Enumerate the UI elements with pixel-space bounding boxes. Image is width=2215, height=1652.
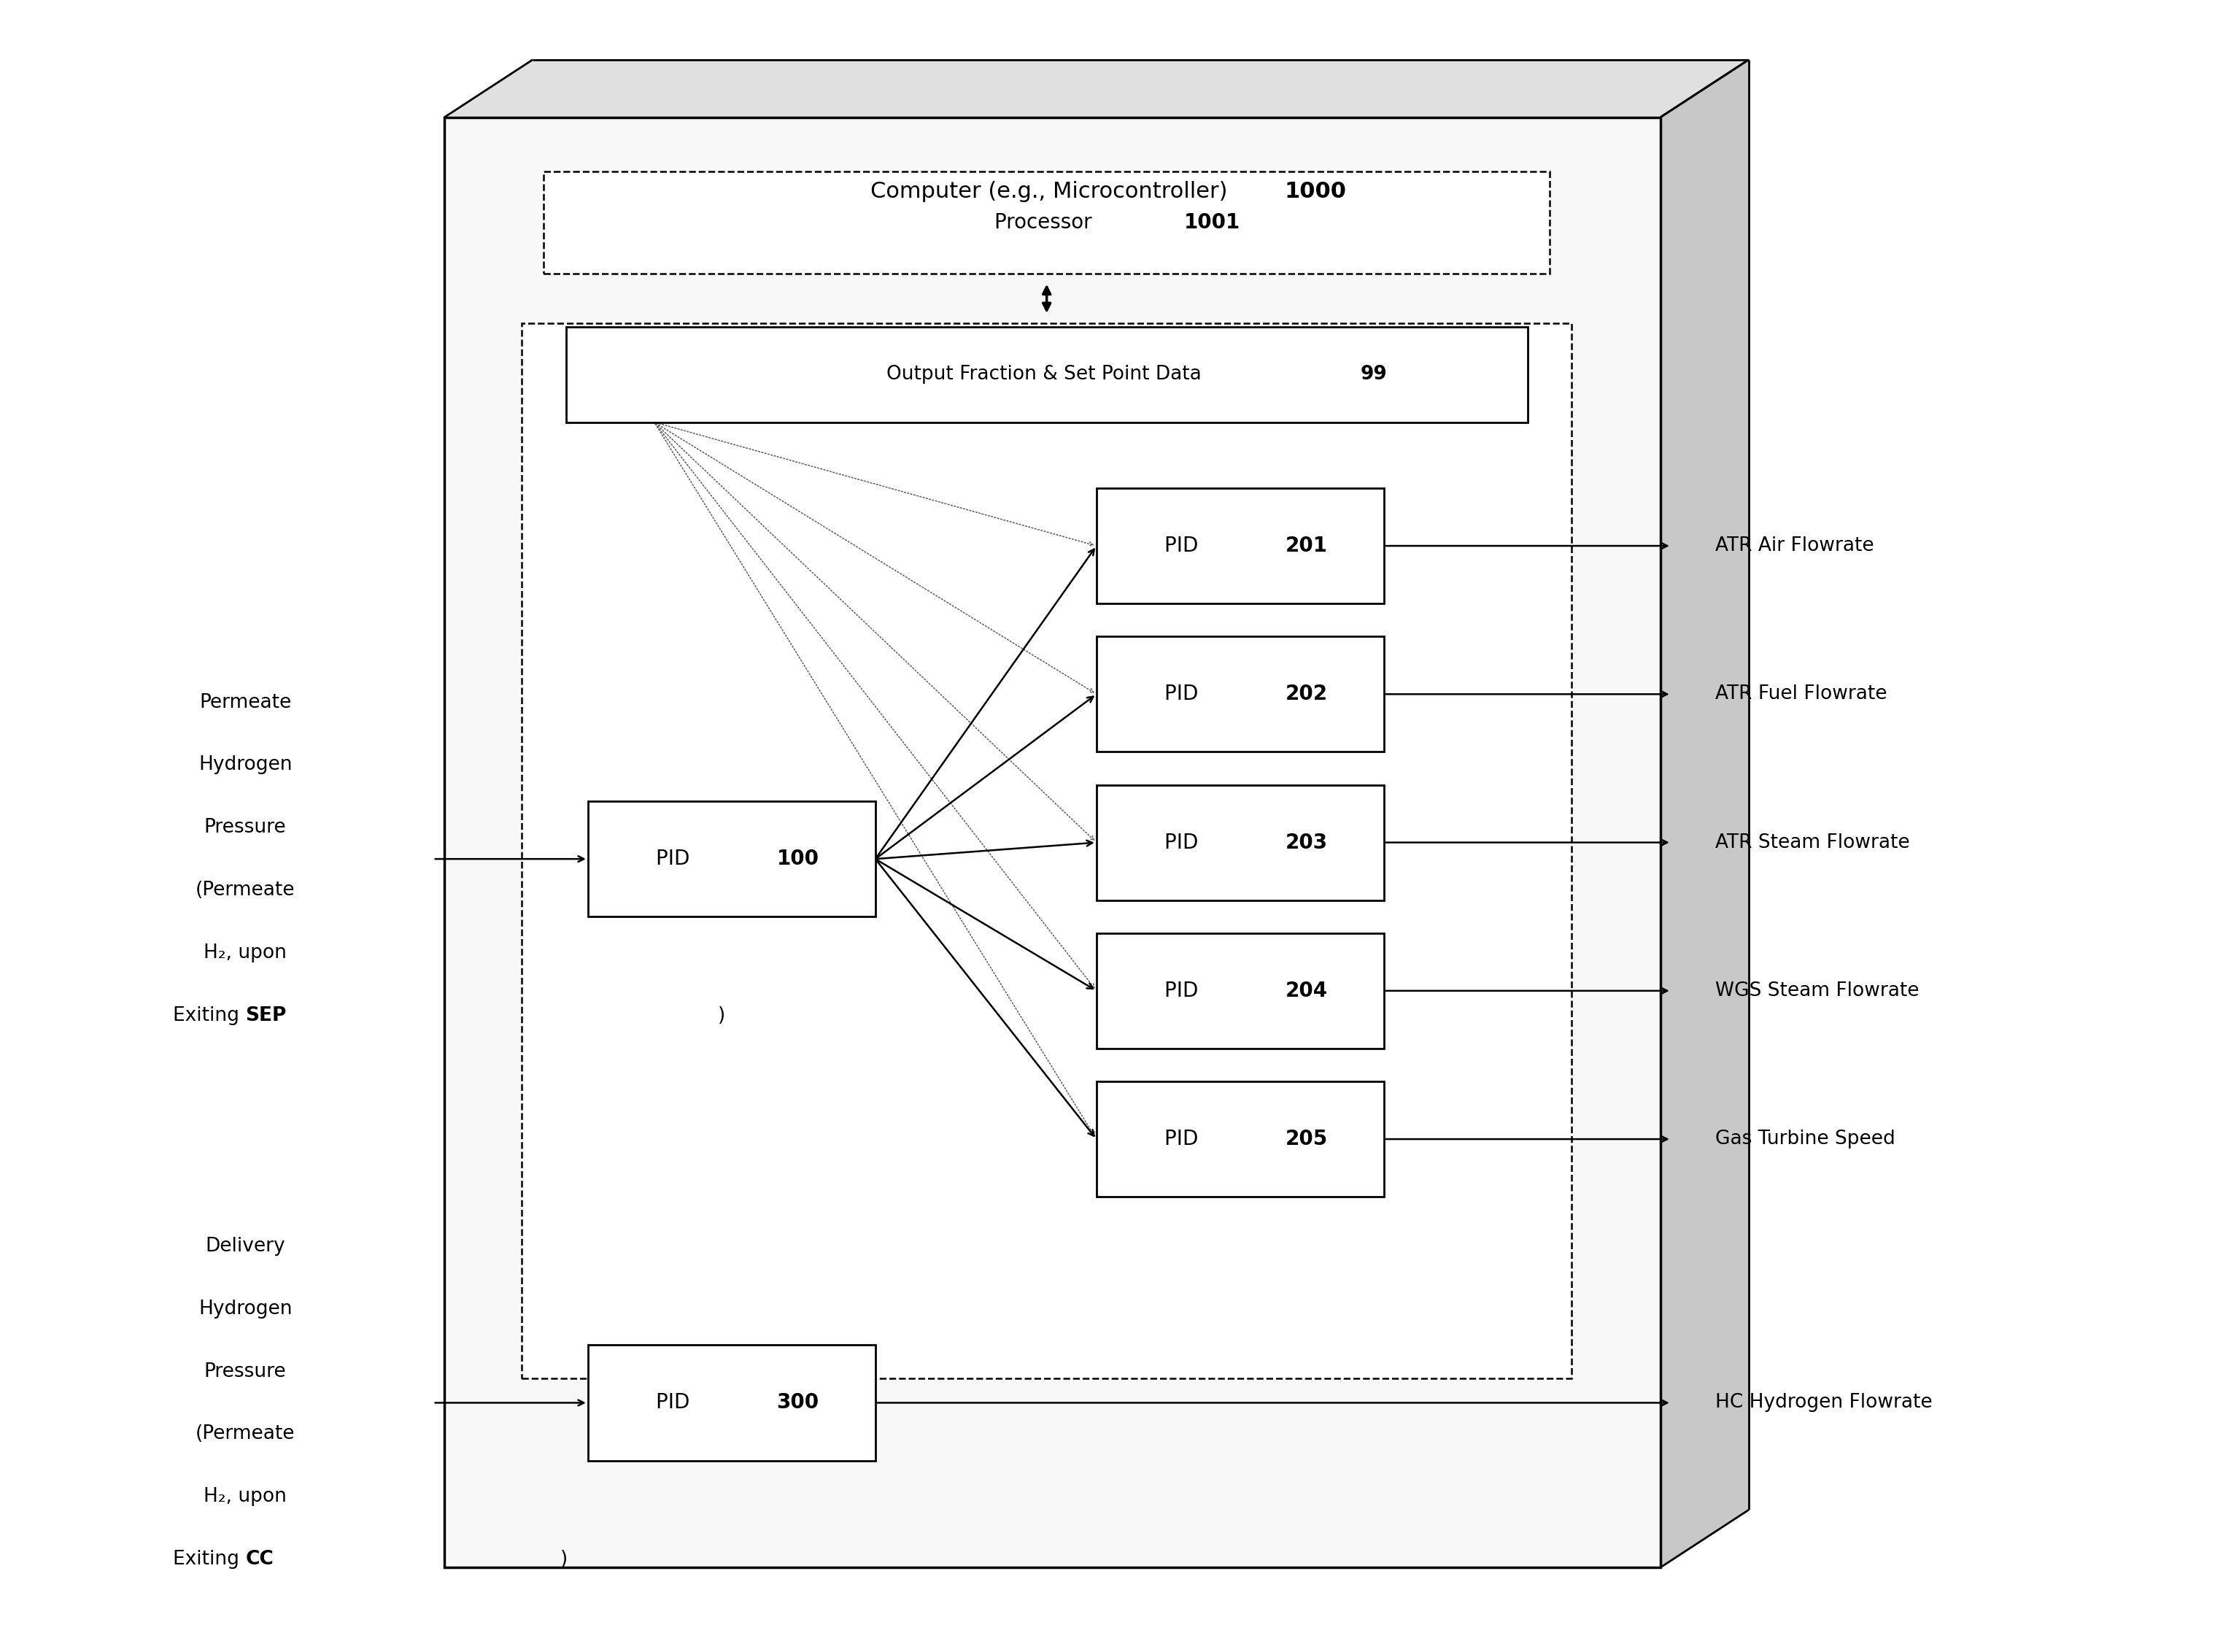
FancyBboxPatch shape (445, 117, 1661, 1568)
FancyBboxPatch shape (521, 324, 1573, 1378)
Text: Exiting: Exiting (173, 1550, 246, 1569)
Polygon shape (1661, 59, 1748, 1568)
Text: 204: 204 (1285, 981, 1327, 1001)
FancyBboxPatch shape (587, 801, 875, 917)
Text: 203: 203 (1285, 833, 1327, 852)
Text: PID: PID (1165, 1128, 1205, 1150)
FancyBboxPatch shape (565, 327, 1528, 423)
Text: PID: PID (1165, 684, 1205, 704)
Text: SEP: SEP (246, 1006, 286, 1024)
Text: H₂, upon: H₂, upon (204, 1487, 286, 1507)
Text: 300: 300 (777, 1393, 820, 1412)
Text: PID: PID (656, 849, 696, 869)
Text: Processor: Processor (995, 213, 1099, 233)
FancyBboxPatch shape (1096, 933, 1384, 1049)
Text: (Permeate: (Permeate (195, 881, 295, 900)
Text: Hydrogen: Hydrogen (199, 755, 292, 775)
Text: CC: CC (246, 1550, 272, 1569)
FancyBboxPatch shape (1096, 636, 1384, 752)
Text: 100: 100 (777, 849, 820, 869)
Text: ATR Steam Flowrate: ATR Steam Flowrate (1714, 833, 1909, 852)
Text: Permeate: Permeate (199, 692, 292, 712)
Text: ): ) (718, 1006, 724, 1024)
Text: ATR Air Flowrate: ATR Air Flowrate (1714, 537, 1874, 555)
Text: Exiting: Exiting (173, 1006, 246, 1024)
Text: 205: 205 (1285, 1128, 1327, 1150)
FancyBboxPatch shape (587, 1345, 875, 1460)
FancyBboxPatch shape (543, 172, 1550, 274)
Polygon shape (445, 59, 1748, 117)
Text: PID: PID (1165, 833, 1205, 852)
Text: 1001: 1001 (1185, 213, 1240, 233)
Text: H₂, upon: H₂, upon (204, 943, 286, 963)
Text: Memory: Memory (1001, 370, 1092, 392)
Text: 202: 202 (1285, 684, 1327, 704)
Text: 1000: 1000 (1285, 182, 1347, 202)
FancyBboxPatch shape (1096, 489, 1384, 603)
FancyBboxPatch shape (1096, 1082, 1384, 1196)
Text: HC Hydrogen Flowrate: HC Hydrogen Flowrate (1714, 1393, 1934, 1412)
Text: Output Fraction & Set Point Data: Output Fraction & Set Point Data (886, 365, 1207, 383)
Text: WGS Steam Flowrate: WGS Steam Flowrate (1714, 981, 1920, 999)
Text: (Permeate: (Permeate (195, 1424, 295, 1444)
Text: Hydrogen: Hydrogen (199, 1300, 292, 1318)
Text: 99: 99 (1360, 365, 1387, 383)
Text: Pressure: Pressure (204, 818, 286, 838)
Text: 201: 201 (1285, 535, 1327, 557)
Text: PID: PID (1165, 981, 1205, 1001)
Text: Gas Turbine Speed: Gas Turbine Speed (1714, 1130, 1896, 1148)
Text: 1002: 1002 (1156, 370, 1212, 392)
FancyBboxPatch shape (1096, 785, 1384, 900)
Text: Computer (e.g., Microcontroller): Computer (e.g., Microcontroller) (870, 182, 1234, 202)
Text: ): ) (560, 1550, 567, 1569)
Text: Delivery: Delivery (206, 1237, 286, 1256)
Text: PID: PID (656, 1393, 696, 1412)
Text: ATR Fuel Flowrate: ATR Fuel Flowrate (1714, 684, 1887, 704)
Text: Pressure: Pressure (204, 1361, 286, 1381)
Text: PID: PID (1165, 535, 1205, 557)
